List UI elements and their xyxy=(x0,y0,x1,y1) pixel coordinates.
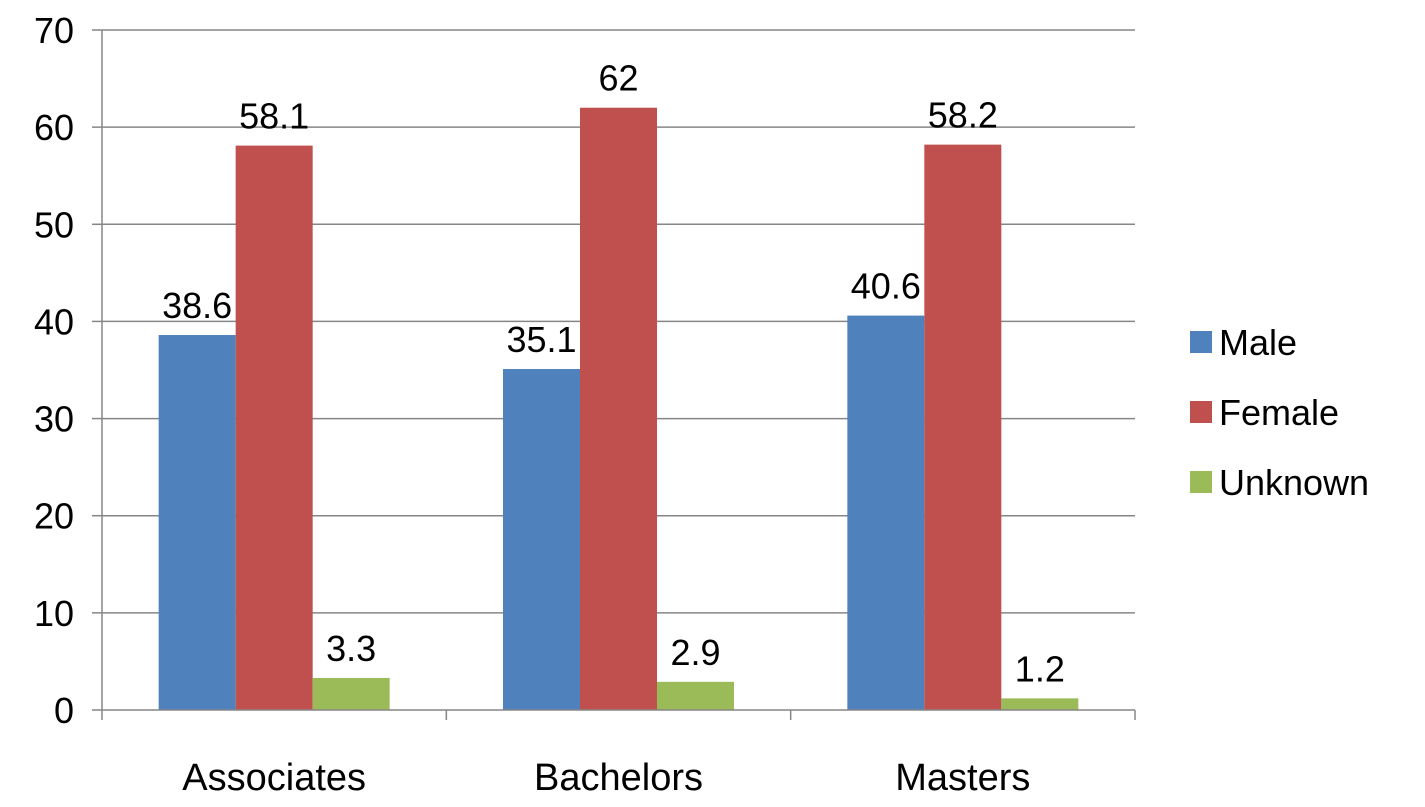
x-category-label: Bachelors xyxy=(534,757,703,799)
legend-label: Unknown xyxy=(1219,462,1369,503)
legend-swatch-female xyxy=(1190,401,1212,423)
data-label: 62 xyxy=(598,58,638,99)
bars xyxy=(158,107,1079,711)
y-tick-label: 40 xyxy=(34,301,74,342)
bar-unknown-masters xyxy=(1001,698,1079,710)
data-label: 35.1 xyxy=(506,319,576,360)
bar-male-bachelors xyxy=(503,369,580,710)
axes xyxy=(92,29,1136,720)
y-tick-label: 50 xyxy=(34,204,74,245)
data-label: 40.6 xyxy=(851,266,921,307)
legend-label: Female xyxy=(1219,392,1339,433)
bar-female-associates xyxy=(235,145,313,711)
data-label: 2.9 xyxy=(670,632,720,673)
y-tick-label: 20 xyxy=(34,496,74,537)
y-tick-label: 70 xyxy=(34,10,74,51)
y-tick-label: 60 xyxy=(34,107,74,148)
x-category-label: Associates xyxy=(182,757,366,799)
y-tick-label: 0 xyxy=(54,690,74,731)
y-tick-label: 10 xyxy=(34,593,74,634)
labels: 0 10 20 30 40 50 60 70 38.6 58.1 3.3 Associates 35.1… xyxy=(34,10,1065,799)
bar-female-bachelors xyxy=(580,107,657,710)
bar-female-masters xyxy=(924,144,1002,711)
legend: Male Female Unknown xyxy=(1190,322,1369,503)
x-category-label: Masters xyxy=(895,757,1030,799)
data-label: 1.2 xyxy=(1015,648,1065,689)
bar-unknown-bachelors xyxy=(657,681,734,710)
legend-swatch-unknown xyxy=(1190,471,1212,493)
y-tick-label: 30 xyxy=(34,399,74,440)
legend-label: Male xyxy=(1219,322,1297,363)
data-label: 58.2 xyxy=(928,95,998,136)
data-label: 58.1 xyxy=(239,96,309,137)
bar-male-masters xyxy=(847,315,925,710)
bar-male-associates xyxy=(158,335,236,710)
legend-swatch-male xyxy=(1190,331,1212,353)
data-label: 3.3 xyxy=(326,628,376,669)
data-label: 38.6 xyxy=(162,285,232,326)
bar-unknown-associates xyxy=(312,677,390,710)
